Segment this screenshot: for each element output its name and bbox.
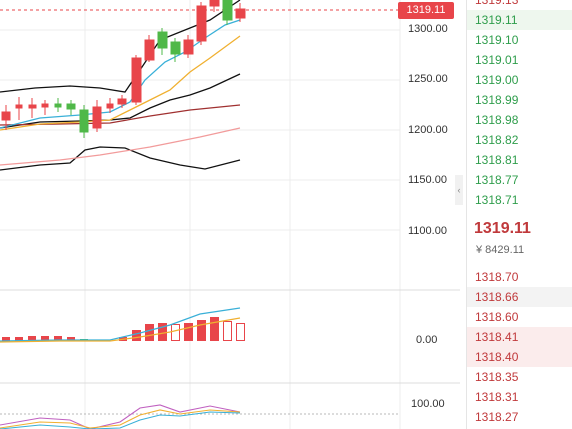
boll-lower-line xyxy=(0,146,241,171)
ask-row[interactable]: 1319.01 xyxy=(475,53,519,67)
ask-row[interactable]: 1318.77 xyxy=(475,173,519,187)
current-price-tag: 1319.11 xyxy=(398,2,454,19)
ma-mid-line xyxy=(0,35,241,131)
bid-row[interactable]: 1318.27 xyxy=(475,410,519,424)
ask-row[interactable]: 1319.13 xyxy=(475,0,519,7)
ask-row[interactable]: 1318.82 xyxy=(475,133,519,147)
ask-row[interactable]: 1318.71 xyxy=(475,193,519,207)
price-axis-label: 1150.00 xyxy=(408,174,447,186)
orderbook: 1319.13 1319.11 1319.10 1319.01 1319.00 … xyxy=(466,0,572,429)
bid-row[interactable]: 1318.40 xyxy=(467,347,572,367)
ask-row[interactable]: 1319.00 xyxy=(475,73,519,87)
bid-row[interactable]: 1318.41 xyxy=(467,327,572,347)
volume-axis-label: 0.00 xyxy=(416,334,438,346)
ask-row[interactable]: 1319.10 xyxy=(475,33,519,47)
price-axis-label: 1300.00 xyxy=(408,23,448,35)
last-price: 1319.11 xyxy=(474,220,531,237)
candles xyxy=(1,0,246,138)
ask-row[interactable]: 1319.11 xyxy=(467,10,572,30)
ma-fast-line xyxy=(0,19,241,129)
ma-pink-line xyxy=(0,127,241,166)
price-axis-label: 1250.00 xyxy=(408,73,448,85)
kline-chart[interactable] xyxy=(0,0,460,429)
indicator-axis-label: 100.00 xyxy=(411,398,445,410)
bid-row[interactable]: 1318.60 xyxy=(475,310,519,324)
ask-row[interactable]: 1318.99 xyxy=(475,93,519,107)
boll-mid-line xyxy=(0,73,241,129)
bid-row[interactable]: 1318.70 xyxy=(475,270,519,284)
price-axis-label: 1100.00 xyxy=(408,225,447,237)
ask-row[interactable]: 1318.81 xyxy=(475,153,519,167)
volume-bars xyxy=(0,307,245,343)
ma-long-line xyxy=(0,104,241,126)
bid-row[interactable]: 1318.31 xyxy=(475,390,519,404)
bid-row[interactable]: 1318.35 xyxy=(475,370,519,384)
ask-row[interactable]: 1318.98 xyxy=(475,113,519,127)
last-price-cny: ¥ 8429.11 xyxy=(476,244,525,256)
price-axis-label: 1200.00 xyxy=(408,124,448,136)
indicator-lines xyxy=(0,404,400,429)
bid-row[interactable]: 1318.66 xyxy=(467,287,572,307)
chevron-left-icon[interactable]: ‹ xyxy=(455,175,463,205)
